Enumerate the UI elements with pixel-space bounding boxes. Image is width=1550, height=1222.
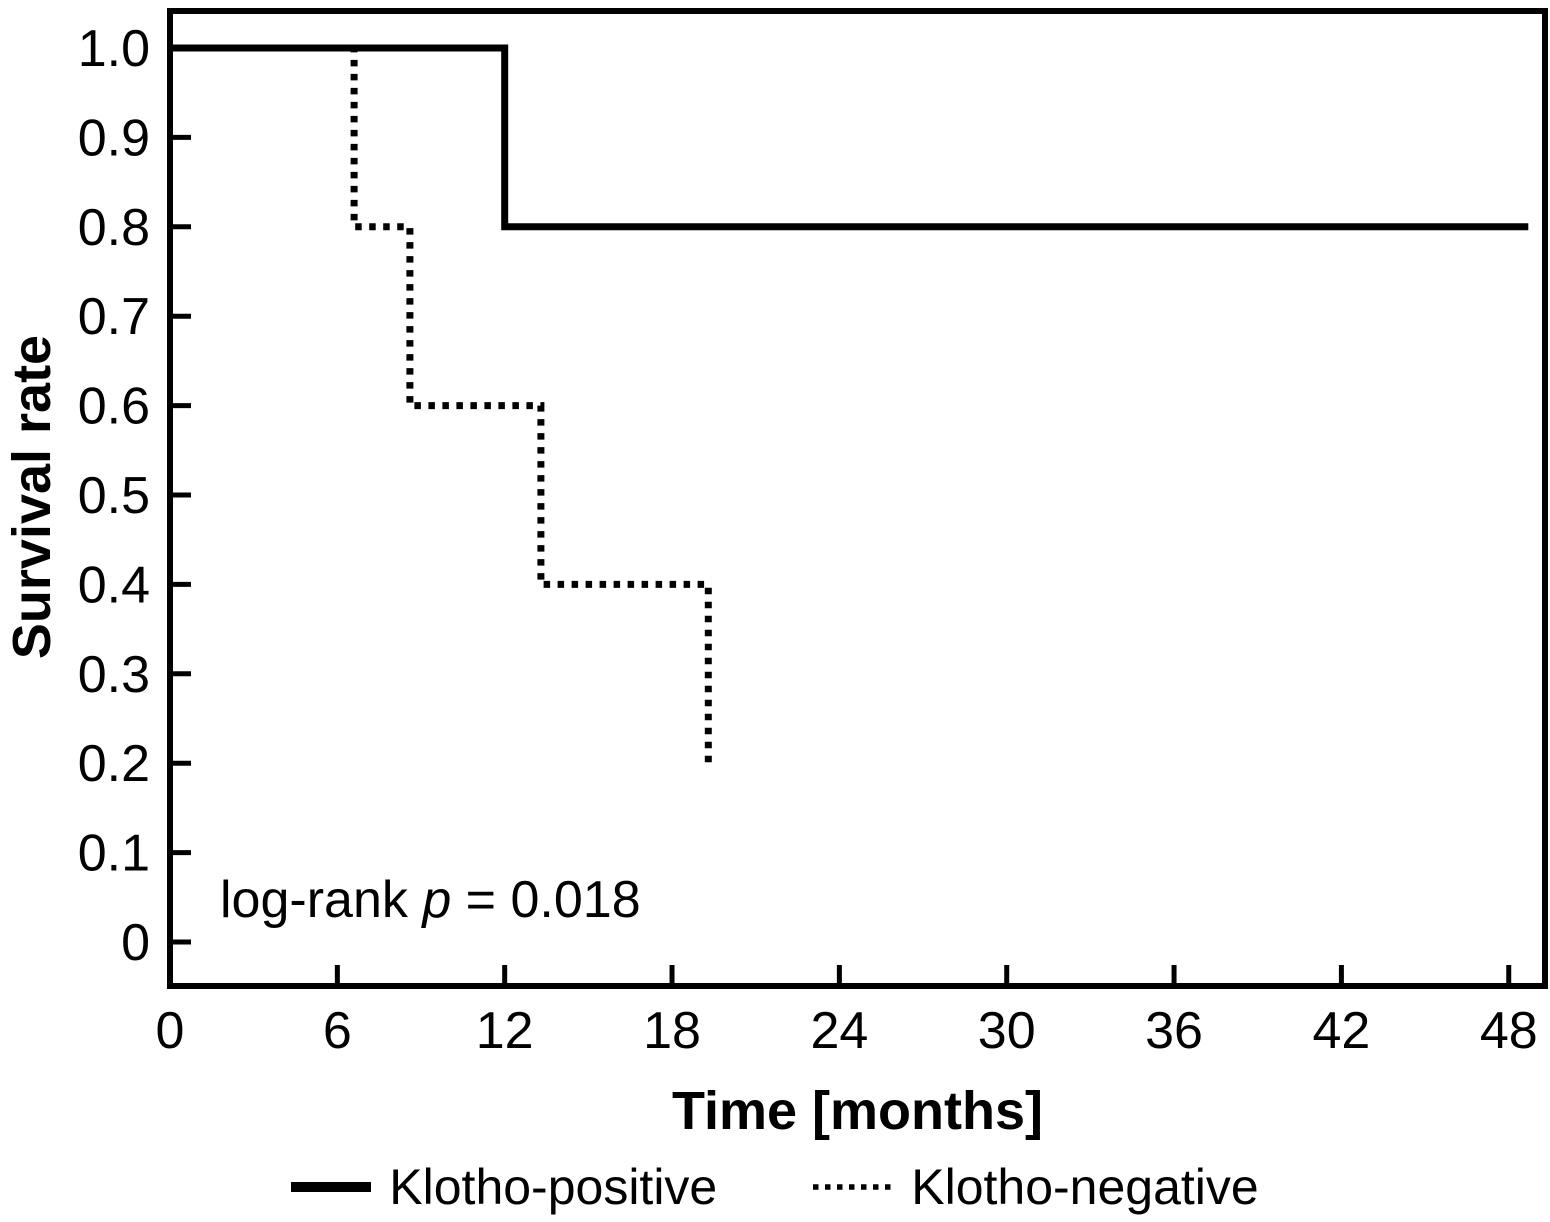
y-tick-label: 0.6: [78, 378, 150, 436]
y-tick-label: 0.9: [78, 109, 150, 167]
x-tick-label: 18: [643, 1002, 701, 1060]
legend-item-klotho-positive: Klotho-positive: [291, 1158, 717, 1216]
x-tick-label: 12: [476, 1002, 534, 1060]
x-axis-title: Time [months]: [671, 1081, 1043, 1141]
legend-label-klotho-negative: Klotho-negative: [911, 1159, 1259, 1215]
x-axis-ticks: 0 6 12 18 24 30 36 42 48: [156, 965, 1538, 1060]
x-tick-label: 6: [323, 1002, 352, 1060]
x-tick-label: 0: [156, 1002, 185, 1060]
annotation-suffix: = 0.018: [451, 871, 641, 929]
legend-label-klotho-positive: Klotho-positive: [389, 1159, 718, 1215]
x-tick-label: 24: [810, 1002, 868, 1060]
series-klotho-negative: [170, 44, 712, 764]
y-tick-label: 0.7: [78, 288, 150, 346]
y-tick-label: 0.5: [78, 467, 150, 525]
y-axis-title: Survival rate: [2, 334, 62, 660]
log-rank-annotation: log-rank p = 0.018: [220, 872, 641, 928]
x-tick-label: 48: [1480, 1002, 1538, 1060]
annotation-p-symbol: p: [422, 871, 452, 929]
legend-item-klotho-negative: Klotho-negative: [813, 1158, 1259, 1216]
y-tick-label: 0.2: [78, 735, 150, 793]
plot-frame: [167, 8, 1548, 989]
legend: Klotho-positive Klotho-negative: [0, 1158, 1550, 1216]
solid-line-icon: [291, 1182, 372, 1192]
series-lines: [170, 44, 1529, 764]
y-tick-label: 0.3: [78, 646, 150, 704]
y-tick-label: 0.8: [78, 199, 150, 257]
x-tick-label: 30: [978, 1002, 1036, 1060]
y-tick-label: 0.1: [78, 825, 150, 883]
y-tick-label: 0.4: [78, 556, 150, 614]
y-tick-label: 0: [121, 914, 150, 972]
series-klotho-positive: [170, 44, 1529, 231]
y-tick-label: 1.0: [78, 20, 150, 78]
dotted-line-icon: [813, 1184, 894, 1190]
x-tick-label: 42: [1312, 1002, 1370, 1060]
x-tick-label: 36: [1145, 1002, 1203, 1060]
annotation-prefix: log-rank: [220, 871, 423, 929]
y-axis-ticks: 1.0 0.9 0.8 0.7 0.6 0.5 0.4 0.3 0.2 0.1 0: [78, 20, 191, 972]
